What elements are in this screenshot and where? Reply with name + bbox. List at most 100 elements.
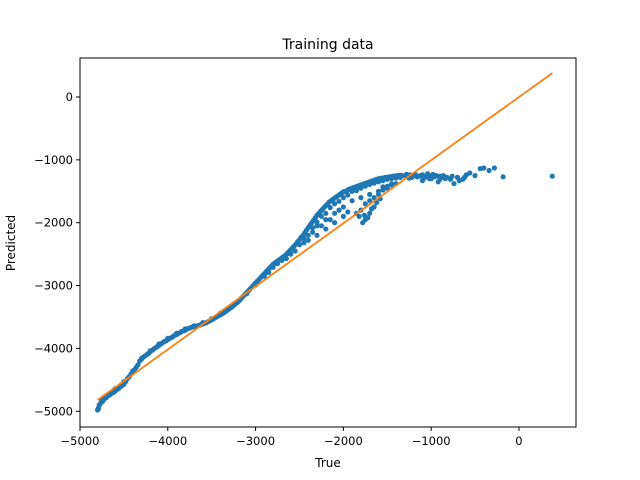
scatter-point bbox=[345, 192, 351, 198]
scatter-point bbox=[182, 326, 188, 332]
scatter-point bbox=[318, 213, 324, 219]
scatter-point bbox=[314, 232, 320, 238]
scatter-point bbox=[296, 242, 303, 248]
scatter-point bbox=[393, 175, 399, 181]
scatter-point bbox=[367, 210, 373, 216]
scatter-point bbox=[349, 188, 355, 194]
x-axis-label: True bbox=[314, 456, 341, 470]
scatter-point bbox=[486, 167, 492, 174]
scatter-point bbox=[318, 223, 324, 229]
scatter-point bbox=[365, 215, 371, 221]
x-tick-label: −4000 bbox=[148, 434, 187, 448]
x-tick-label: −1000 bbox=[412, 434, 451, 448]
scatter-point bbox=[310, 229, 316, 235]
scatter-point bbox=[380, 178, 386, 184]
scatter-point bbox=[95, 406, 101, 412]
scatter-point bbox=[314, 223, 320, 229]
scatter-point bbox=[261, 272, 267, 278]
x-axis-ticks: −5000 −4000 −3000 −2000 −1000 0 bbox=[61, 427, 523, 448]
scatter-point bbox=[340, 204, 346, 210]
scatter-point bbox=[301, 240, 307, 246]
scatter-point bbox=[336, 207, 342, 213]
scatter-point bbox=[367, 191, 373, 197]
scatter-point bbox=[165, 335, 171, 341]
x-tick-label: −2000 bbox=[324, 434, 363, 448]
scatter-point bbox=[481, 165, 487, 171]
scatter-point bbox=[336, 198, 342, 204]
scatter-point bbox=[270, 264, 276, 270]
scatter-point bbox=[340, 195, 346, 201]
x-tick-label: −3000 bbox=[236, 434, 275, 448]
scatter-point bbox=[174, 330, 180, 336]
scatter-point bbox=[384, 185, 390, 191]
scatter-point bbox=[362, 183, 368, 189]
scatter-point bbox=[323, 217, 329, 223]
scatter-point bbox=[332, 201, 338, 207]
chart-title: Training data bbox=[281, 37, 373, 53]
scatter-point bbox=[472, 173, 478, 179]
y-tick-label: −4000 bbox=[34, 341, 73, 355]
scatter-point bbox=[191, 323, 197, 329]
scatter-point bbox=[358, 185, 364, 191]
scatter-point bbox=[461, 174, 468, 180]
scatter-point bbox=[428, 176, 434, 182]
scatter-point bbox=[327, 217, 333, 223]
scatter-point bbox=[437, 173, 443, 179]
scatter-point bbox=[360, 220, 366, 226]
scatter-point bbox=[367, 181, 373, 187]
scatter-point bbox=[451, 181, 457, 187]
scatter-point bbox=[310, 225, 316, 231]
y-axis-label: Predicted bbox=[4, 215, 18, 271]
scatter-point bbox=[305, 232, 311, 238]
scatter-point bbox=[301, 235, 307, 241]
scatter-point bbox=[274, 261, 281, 267]
scatter-point bbox=[345, 209, 351, 215]
scatter-point bbox=[397, 174, 403, 180]
scatter-point bbox=[130, 368, 136, 374]
scatter-point bbox=[371, 180, 377, 186]
scatter-point bbox=[138, 355, 145, 362]
y-tick-label: 0 bbox=[66, 90, 73, 104]
scatter-point bbox=[279, 257, 285, 263]
scatter-point bbox=[332, 220, 338, 226]
scatter-point bbox=[292, 248, 298, 254]
scatter-point bbox=[371, 195, 377, 201]
scatter-point bbox=[384, 176, 390, 182]
scatter-point bbox=[449, 173, 455, 179]
x-tick-label: −5000 bbox=[61, 434, 100, 448]
scatter-point bbox=[375, 191, 382, 197]
y-tick-label: −3000 bbox=[34, 279, 73, 293]
scatter-point bbox=[327, 205, 333, 211]
scatter-point bbox=[367, 198, 373, 204]
scatter-point bbox=[314, 219, 320, 225]
scatter-point bbox=[97, 401, 103, 407]
y-tick-label: −5000 bbox=[34, 404, 73, 418]
scatter-point bbox=[389, 176, 395, 182]
scatter-point bbox=[368, 206, 375, 212]
scatter-point bbox=[358, 195, 364, 201]
scatter-point bbox=[362, 201, 368, 207]
scatter-point bbox=[467, 170, 473, 176]
scatter-point bbox=[305, 237, 311, 243]
y-tick-label: −2000 bbox=[34, 216, 73, 230]
scatter-point bbox=[332, 210, 338, 216]
scatter-point bbox=[375, 179, 382, 185]
scatter-point bbox=[349, 198, 355, 204]
reference-line bbox=[97, 72, 553, 401]
scatter-point bbox=[491, 165, 497, 171]
y-axis-ticks: −5000 −4000 −3000 −2000 −1000 0 bbox=[34, 90, 80, 418]
scatter-point bbox=[380, 187, 386, 193]
scatter-point bbox=[323, 210, 329, 216]
scatter-point bbox=[283, 255, 289, 262]
scatter-point bbox=[356, 213, 362, 219]
line-layer bbox=[97, 72, 553, 401]
scatter-point bbox=[340, 213, 346, 219]
scatter-point bbox=[147, 348, 153, 354]
scatter-point bbox=[323, 226, 329, 232]
scatter-point bbox=[500, 174, 506, 180]
scatter-point bbox=[156, 341, 162, 347]
scatter-point bbox=[389, 181, 395, 187]
scatter-point bbox=[266, 269, 272, 275]
x-tick-label: 0 bbox=[515, 434, 522, 448]
